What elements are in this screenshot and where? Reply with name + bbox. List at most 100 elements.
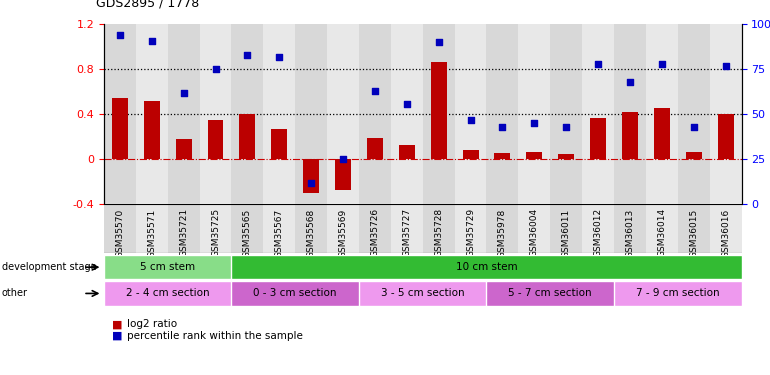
Text: ■: ■ [112,320,122,329]
Point [719,63,732,69]
Text: GSM36015: GSM36015 [689,208,698,258]
Bar [176,139,192,159]
Bar [271,129,287,159]
Text: GSM35727: GSM35727 [402,208,411,257]
Bar [582,24,614,204]
Bar [622,112,638,159]
Bar [136,24,168,204]
Text: GSM35565: GSM35565 [243,208,252,258]
Text: GSM35726: GSM35726 [370,208,380,257]
Bar [551,204,582,253]
Text: GSM35567: GSM35567 [275,208,284,258]
Text: other: other [2,288,28,298]
Bar [232,24,263,204]
Text: 5 - 7 cm section: 5 - 7 cm section [508,288,592,298]
Point [433,39,445,45]
Text: GSM35569: GSM35569 [339,208,347,258]
Bar [718,114,734,159]
Point [592,61,604,67]
Bar [303,159,319,193]
Bar [454,204,487,253]
Bar [527,152,542,159]
Bar [391,204,423,253]
Bar [327,204,359,253]
Bar [295,204,327,253]
Bar [295,24,327,204]
Text: GSM36013: GSM36013 [625,208,634,258]
Bar [208,120,223,159]
Text: percentile rank within the sample: percentile rank within the sample [127,331,303,340]
Text: GSM35568: GSM35568 [306,208,316,258]
Text: GSM35725: GSM35725 [211,208,220,257]
Bar [430,62,447,159]
Bar [494,153,511,159]
Bar [104,204,136,253]
Bar [423,24,454,204]
Point [656,61,668,67]
Bar [199,204,232,253]
Text: 5 cm stem: 5 cm stem [140,262,196,272]
Bar [710,24,742,204]
Text: GSM35978: GSM35978 [498,208,507,258]
Bar [168,24,199,204]
Point [114,32,126,38]
Bar [391,24,423,204]
Bar [359,204,391,253]
Text: GSM36012: GSM36012 [594,208,603,257]
Bar [590,118,606,159]
Text: 3 - 5 cm section: 3 - 5 cm section [381,288,464,298]
Text: GDS2895 / 1778: GDS2895 / 1778 [96,0,199,9]
Bar [136,204,168,253]
Bar [678,204,710,253]
Bar [327,24,359,204]
Bar [518,24,551,204]
Text: development stage: development stage [2,262,96,272]
Text: GSM35729: GSM35729 [466,208,475,257]
Bar [359,24,391,204]
Bar [582,204,614,253]
Text: GSM35721: GSM35721 [179,208,188,257]
Point [337,156,350,162]
Point [400,100,413,106]
Bar [551,24,582,204]
Bar [239,114,256,159]
Text: GSM36014: GSM36014 [658,208,666,257]
Point [560,124,572,130]
Bar [454,24,487,204]
Bar [646,204,678,253]
Point [369,88,381,94]
Bar [463,150,478,159]
Bar [335,159,351,190]
Text: 7 - 9 cm section: 7 - 9 cm section [636,288,720,298]
Bar [367,138,383,159]
Text: GSM35728: GSM35728 [434,208,444,257]
Bar [614,24,646,204]
Text: log2 ratio: log2 ratio [127,320,177,329]
Bar [232,204,263,253]
Bar [686,152,701,159]
Bar [614,204,646,253]
Point [177,90,190,96]
Point [273,54,286,60]
Text: 0 - 3 cm section: 0 - 3 cm section [253,288,337,298]
Bar [518,204,551,253]
Bar [112,98,128,159]
Text: GSM36016: GSM36016 [721,208,730,258]
Point [241,52,253,58]
Bar [168,204,199,253]
Bar [678,24,710,204]
Bar [399,145,415,159]
Text: GSM35571: GSM35571 [147,208,156,258]
Bar [263,24,295,204]
Bar [144,101,159,159]
Point [688,124,700,130]
Bar [646,24,678,204]
Point [146,38,158,44]
Text: GSM36004: GSM36004 [530,208,539,257]
Text: GSM35570: GSM35570 [116,208,125,258]
Text: 2 - 4 cm section: 2 - 4 cm section [126,288,209,298]
Point [464,117,477,123]
Bar [654,108,670,159]
Bar [710,204,742,253]
Text: GSM36011: GSM36011 [561,208,571,258]
